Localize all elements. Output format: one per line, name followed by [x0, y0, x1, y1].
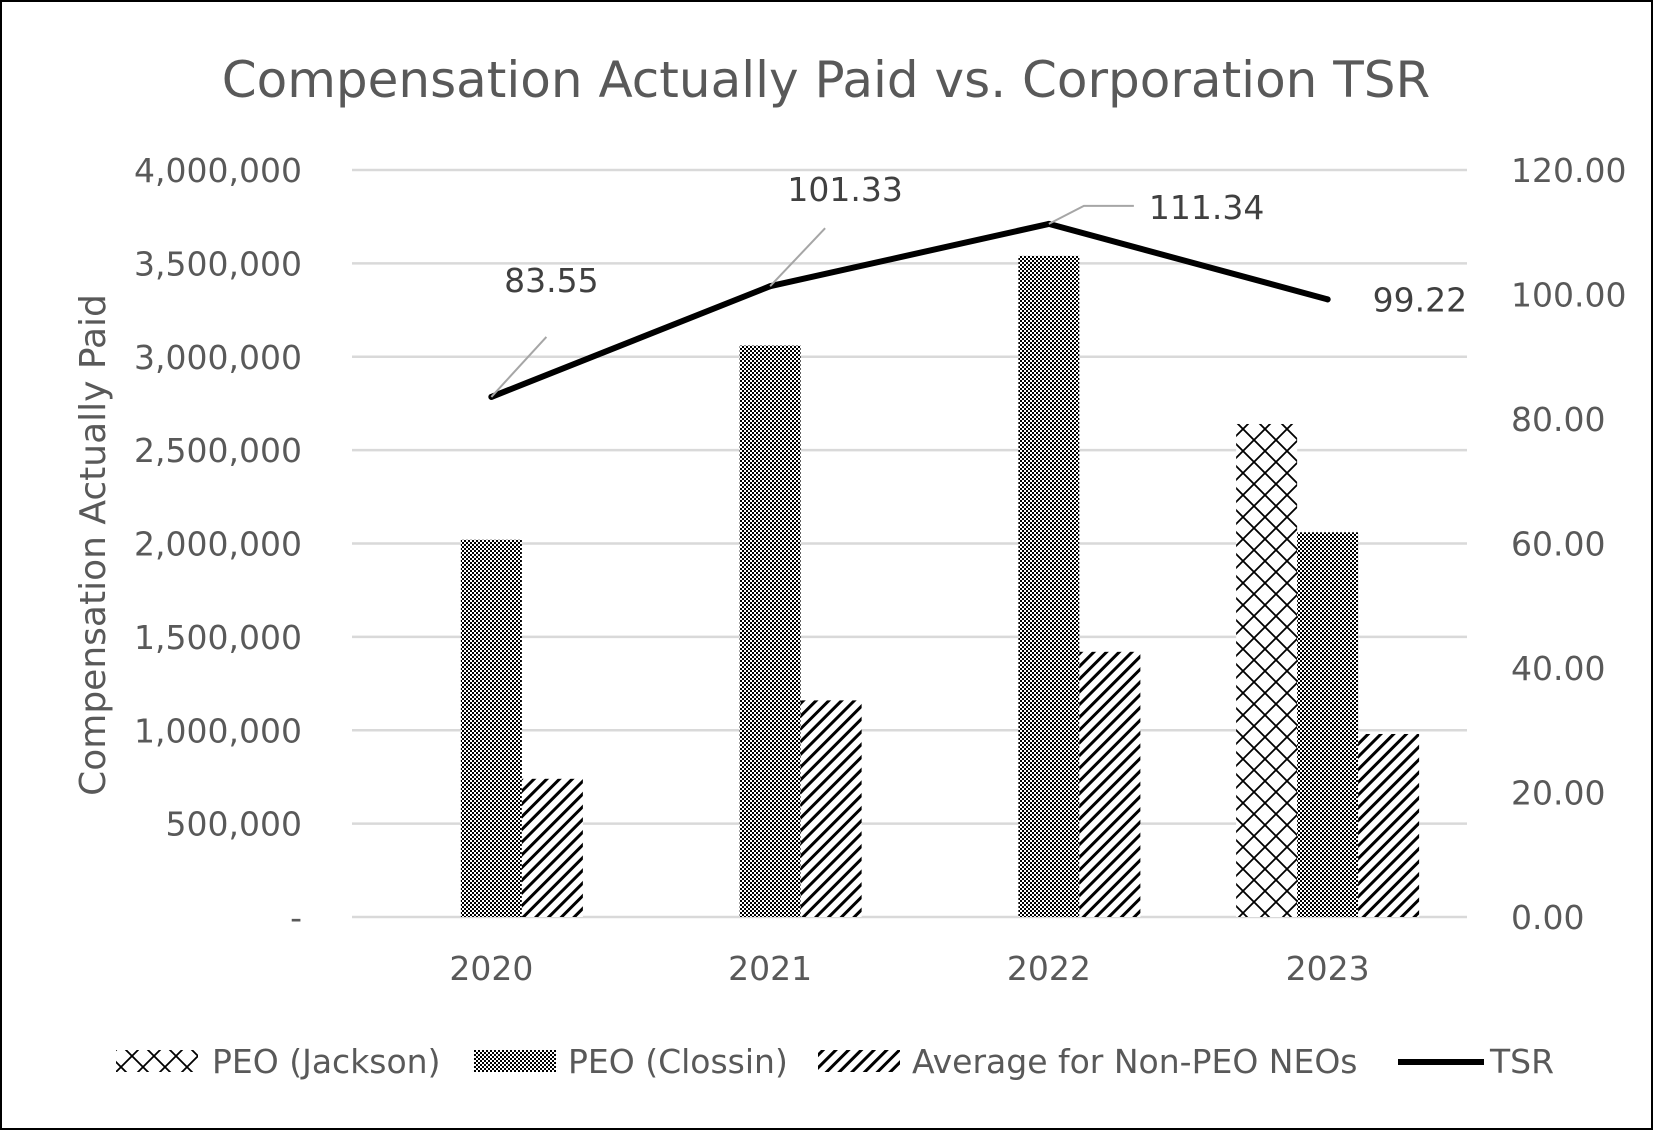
y-axis-label: Compensation Actually Paid: [73, 294, 114, 796]
tsr-data-label-2022: 111.34: [1149, 188, 1264, 227]
tsr-point-2023: [1324, 296, 1331, 303]
y-tick-label: 1,000,000: [134, 711, 302, 750]
bar-peo-clossin-2023: [1297, 532, 1359, 917]
legend-swatch-peo-clossin: [474, 1050, 556, 1072]
legend-swatch-peo-jackson: [116, 1050, 198, 1072]
y2-tick-label: 40.00: [1511, 649, 1605, 688]
x-tick-label: 2023: [1286, 949, 1370, 988]
bar-peo-clossin-2020: [460, 539, 522, 917]
y2-tick-label: 100.00: [1511, 276, 1626, 315]
tsr-leader-line: [769, 227, 826, 287]
legend-label-peo-jackson: PEO (Jackson): [212, 1042, 440, 1081]
tsr-leader-line: [1048, 204, 1134, 225]
tsr-line-group: [488, 220, 1331, 400]
bar-peo-clossin-2021: [739, 345, 801, 917]
tsr-data-label-2023: 99.22: [1373, 280, 1467, 319]
y-tick-label: 500,000: [166, 805, 302, 844]
chart-title: Compensation Actually Paid vs. Corporati…: [222, 51, 1431, 109]
legend: PEO (Jackson) PEO (Clossin) Average for …: [116, 1042, 1554, 1081]
tsr-leader-line: [490, 336, 548, 398]
y-tick-label: 1,500,000: [134, 618, 302, 657]
y2-tick-label: 0.00: [1511, 898, 1584, 937]
data-labels: 83.55 101.33 111.34 99.22: [490, 170, 1467, 398]
legend-swatch-non-peo-neos: [818, 1050, 900, 1072]
legend-label-non-peo-neos: Average for Non-PEO NEOs: [912, 1042, 1357, 1081]
y2-tick-label: 60.00: [1511, 525, 1605, 564]
bar-peo-clossin-2022: [1018, 255, 1080, 917]
y-tick-label: 2,500,000: [134, 431, 302, 470]
legend-label-tsr: TSR: [1489, 1042, 1554, 1081]
y2-tick-label: 20.00: [1511, 774, 1605, 813]
y-tick-label: -: [290, 898, 302, 937]
y-tick-label: 3,500,000: [134, 244, 302, 283]
y-tick-label: 2,000,000: [134, 525, 302, 564]
y2-tick-label: 80.00: [1511, 400, 1605, 439]
x-tick-label: 2020: [449, 949, 533, 988]
bar-average-for-non-peo-neos-2022: [1079, 651, 1141, 917]
bars: [460, 255, 1420, 917]
x-tick-label: 2021: [728, 949, 812, 988]
axis-ticks: - 500,000 1,000,000 1,500,000 2,000,000 2,500…: [134, 151, 1626, 988]
bar-average-for-non-peo-neos-2021: [800, 700, 862, 917]
tsr-data-label-2020: 83.55: [504, 261, 598, 300]
tsr-line: [488, 220, 1331, 400]
x-tick-label: 2022: [1007, 949, 1091, 988]
y2-tick-label: 120.00: [1511, 151, 1626, 190]
bar-average-for-non-peo-neos-2020: [521, 778, 583, 917]
y-tick-label: 4,000,000: [134, 151, 302, 190]
y-tick-label: 3,000,000: [134, 338, 302, 377]
bar-peo-jackson-2023: [1236, 423, 1298, 917]
bar-average-for-non-peo-neos-2023: [1358, 733, 1420, 917]
legend-label-peo-clossin: PEO (Clossin): [568, 1042, 788, 1081]
tsr-data-label-2021: 101.33: [787, 170, 902, 209]
